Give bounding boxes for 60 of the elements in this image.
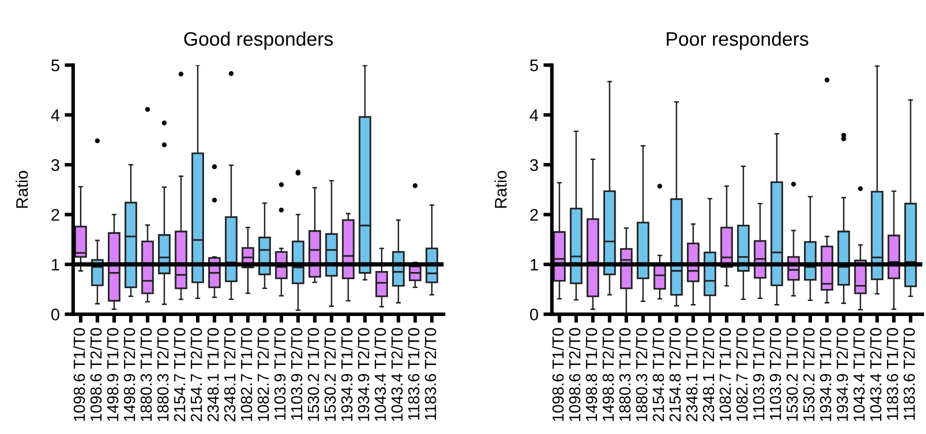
- x-tick-label: 1498.8 T2/T0: [602, 328, 614, 421]
- chart-title: Good responders: [184, 32, 333, 50]
- y-tick-label: 2: [52, 208, 60, 221]
- x-tick-label: 2348.1 T1/T0: [686, 328, 698, 422]
- y-tick-label: 4: [51, 109, 60, 121]
- x-tick-label: 1082.7 T2/T0: [257, 328, 269, 421]
- x-tick-label: 1530.2 T2/T0: [802, 328, 815, 421]
- x-tick-label: 1183.6 T2/T0: [903, 328, 915, 420]
- y-tick-label: 3: [51, 159, 60, 171]
- x-tick-label: 1498.8 T1/T0: [585, 328, 598, 421]
- x-tick-label: 2154.7 T1/T0: [174, 328, 186, 422]
- y-tick-label: 1: [52, 258, 60, 270]
- chart-title: Poor responders: [666, 32, 808, 50]
- x-tick-label: 1880.3 T1/T0: [140, 328, 152, 421]
- x-tick-label: 2348.1 T2/T0: [224, 328, 236, 422]
- y-tick-label: 2: [530, 208, 538, 221]
- y-tick-label: 5: [51, 60, 60, 72]
- x-tick-label: 2348.1 T2/T0: [702, 328, 714, 422]
- x-tick-label: 1043.4 T2/T0: [870, 328, 882, 421]
- y-tick-label: 0: [51, 308, 60, 320]
- x-tick-label: 1183.6 T1/T0: [408, 328, 420, 420]
- x-tick-label: 1498.9 T1/T0: [106, 328, 118, 421]
- x-tick-label: 1098.6 T2/T0: [568, 328, 580, 421]
- x-tick-label: 1934.9 T1/T0: [820, 328, 832, 421]
- y-tick-label: 0: [530, 308, 538, 320]
- x-tick-label: 1103.9 T2/T0: [769, 328, 782, 420]
- x-tick-label: 1103.9 T2/T0: [290, 328, 302, 420]
- x-tick-label: 1082.7 T1/T0: [719, 328, 731, 421]
- x-tick-label: 1530.2 T1/T0: [786, 328, 798, 421]
- x-tick-label: 1880.3 T2/T0: [636, 328, 648, 421]
- x-tick-label: 2154.8 T2/T0: [669, 328, 681, 422]
- x-tick-label: 1082.7 T1/T0: [240, 328, 252, 421]
- x-tick-label: 1530.2 T2/T0: [324, 328, 336, 421]
- y-tick-label: 5: [530, 60, 538, 72]
- x-tick-label: 1934.9 T1/T0: [340, 328, 353, 421]
- x-tick-label: 1934.9 T2/T0: [836, 328, 848, 421]
- x-tick-label: 1043.4 T1/T0: [852, 328, 865, 421]
- x-tick-label: 1530.2 T1/T0: [307, 328, 320, 421]
- x-tick-label: 2348.1 T1/T0: [207, 328, 219, 422]
- x-tick-label: 1043.4 T1/T0: [374, 328, 386, 421]
- x-tick-label: 1098.6 T1/T0: [73, 328, 85, 421]
- x-tick-label: 1098.6 T1/T0: [552, 328, 564, 421]
- x-tick-label: 2154.7 T2/T0: [190, 328, 202, 422]
- y-tick-label: 4: [530, 109, 538, 121]
- x-tick-label: 1098.6 T2/T0: [90, 328, 102, 421]
- x-tick-label: 1082.7 T2/T0: [736, 328, 748, 421]
- y-tick-label: 1: [530, 258, 538, 270]
- x-tick-label: 1498.9 T2/T0: [123, 328, 136, 421]
- y-axis-title: Ratio: [16, 170, 28, 208]
- x-tick-label: 1183.6 T2/T0: [424, 328, 436, 420]
- x-tick-label: 2154.8 T1/T0: [652, 328, 664, 422]
- y-tick-label: 3: [530, 159, 538, 171]
- x-tick-label: 1880.3 T2/T0: [156, 328, 169, 421]
- x-tick-label: 1880.3 T1/T0: [618, 328, 631, 421]
- x-tick-label: 1934.9 T2/T0: [358, 328, 370, 421]
- x-tick-label: 1103.9 T1/T0: [752, 328, 764, 420]
- y-axis-title: Ratio: [494, 170, 507, 208]
- x-tick-label: 1043.4 T2/T0: [390, 328, 403, 421]
- x-tick-label: 1183.6 T1/T0: [886, 328, 898, 420]
- x-tick-label: 1103.9 T1/T0: [274, 328, 286, 420]
